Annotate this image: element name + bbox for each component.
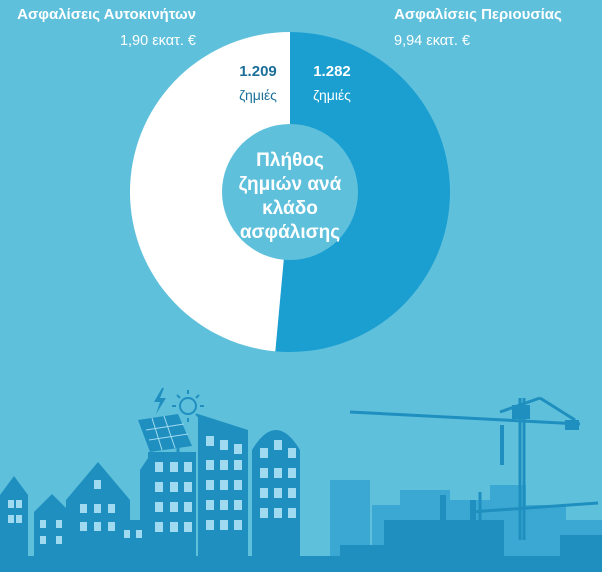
ground — [0, 556, 602, 572]
center-label-line-3: κλάδο — [262, 198, 318, 219]
solar-panel-grid — [145, 415, 189, 451]
building-windows — [8, 436, 296, 544]
center-label-line-2: ζημιών ανά — [239, 174, 342, 195]
property-branch-amount: 9,94 εκατ. € — [394, 33, 471, 49]
auto-branch-amount: 1,90 εκατ. € — [119, 33, 196, 49]
center-label: Πλήθος ζημιών ανά κλάδο ασφάλισης — [239, 150, 342, 243]
tall-building — [198, 414, 248, 572]
auto-branch-name: Ασφαλίσεις Αυτοκινήτων — [17, 6, 196, 23]
solar-panel-icon — [138, 414, 192, 452]
auto-value-label: 1.209 — [239, 63, 277, 80]
property-branch-label: Ασφαλίσεις Περιουσίας 9,94 εκατ. € — [394, 6, 584, 49]
property-branch-name: Ασφαλίσεις Περιουσίας — [394, 6, 562, 23]
auto-unit-label: ζημιές — [239, 87, 277, 103]
crane-icon — [349, 396, 599, 540]
sun-icon — [172, 390, 204, 422]
property-value-label: 1.282 — [313, 63, 351, 80]
center-label-line-1: Πλήθος — [256, 150, 324, 171]
slice-auto — [130, 32, 290, 352]
city-skyline-illustration — [0, 388, 602, 572]
houses-silhouette — [0, 455, 160, 572]
slice-property — [275, 32, 450, 352]
lightning-icon — [154, 388, 166, 414]
auto-branch-label: Ασφαλίσεις Αυτοκινήτων 1,90 εκατ. € — [6, 6, 196, 49]
property-unit-label: ζημιές — [313, 87, 351, 103]
center-disc — [222, 124, 358, 260]
arched-building — [252, 430, 300, 572]
crane-details — [500, 405, 579, 465]
center-label-line-4: ασφάλισης — [240, 222, 340, 243]
